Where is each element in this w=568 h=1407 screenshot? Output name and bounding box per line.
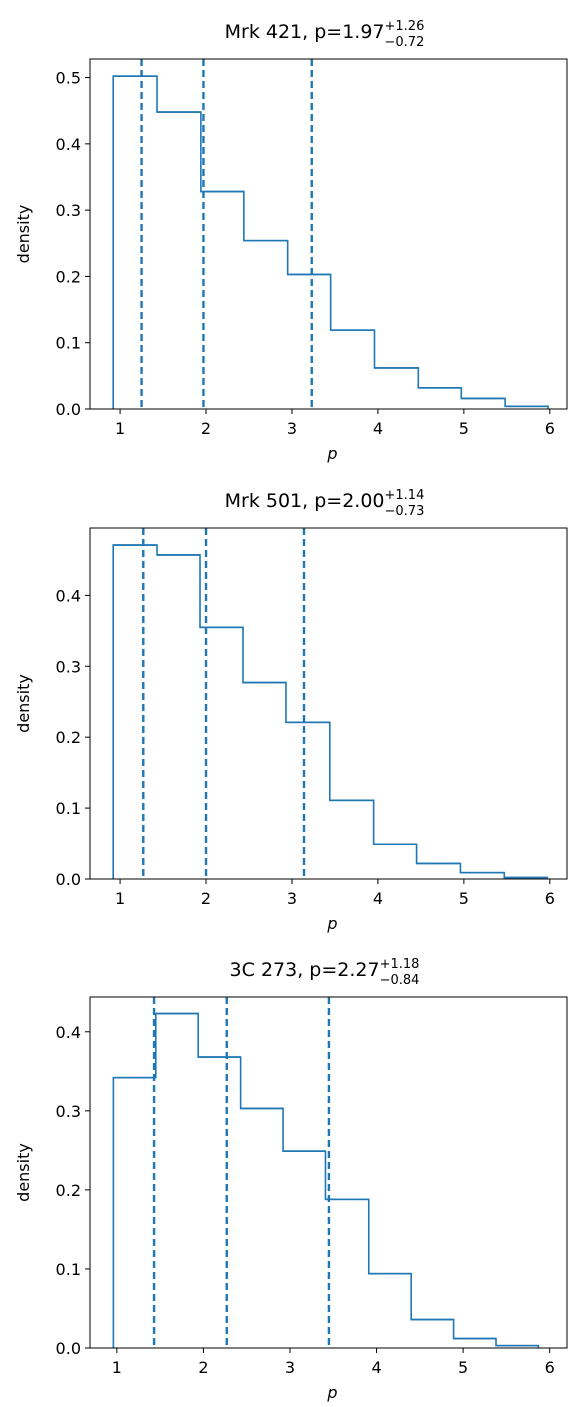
y-tick-label: 0.1 [56,799,81,818]
x-tick-label: 6 [545,1358,555,1377]
x-tick-label: 5 [458,1358,468,1377]
y-tick-label: 0.2 [56,1181,81,1200]
y-tick-label: 0.1 [56,1260,81,1279]
x-tick-label: 4 [373,419,383,438]
panel-1: 1 2 3 4 5 6 0.0 0.1 0.2 0.3 0.4 0.5 p density Mrk 421,… [14,19,568,463]
panel-3: 1 2 3 4 5 6 0.0 0.1 0.2 0.3 0.4 p density 3C 273, p=2… [14,957,568,1402]
y-tick-label: 0.3 [56,657,81,676]
chart-title: Mrk 501, p=2.00+1.14 −0.73 [225,488,425,519]
y-tick-label: 0.4 [56,586,81,605]
histogram-step-line [112,1012,540,1348]
x-tick-label: 6 [545,419,555,438]
title-upper-error: +1.18 [380,957,420,972]
y-axis-label: density [14,1143,33,1202]
title-prefix: Mrk 421, p= [225,21,343,43]
title-value: 1.97 [342,21,384,43]
y-tick-label: 0.0 [56,400,81,419]
y-axis-label: density [14,674,33,733]
x-tick-label: 5 [459,419,469,438]
x-tick-label: 5 [459,889,469,908]
x-tick-label: 4 [373,889,383,908]
x-tick-label: 1 [112,1358,122,1377]
x-tick-label: 2 [198,1358,208,1377]
x-tick-label: 3 [287,889,297,908]
axes-frame [89,996,568,1349]
x-tick-label: 3 [285,1358,295,1377]
title-upper-error: +1.26 [385,19,425,34]
y-tick-label: 0.0 [56,870,81,889]
chart-title: 3C 273, p=2.27+1.18 −0.84 [230,957,420,988]
y-tick-label: 0.4 [56,1023,81,1042]
x-axis-label: p [326,444,337,463]
y-tick-label: 0.3 [56,1102,81,1121]
y-tick-label: 0.2 [56,728,81,747]
x-tick-label: 2 [201,889,211,908]
y-tick-label: 0.1 [56,334,81,353]
title-prefix: Mrk 501, p= [225,490,343,512]
chart-title: Mrk 421, p=1.97+1.26 −0.72 [225,19,425,50]
x-axis-label: p [326,1383,337,1402]
axes-frame [89,58,568,410]
y-tick-label: 0.0 [56,1339,81,1358]
y-tick-label: 0.4 [56,135,81,154]
title-value: 2.00 [342,490,384,512]
title-lower-error: −0.73 [385,504,425,519]
x-tick-label: 2 [201,419,211,438]
x-axis-label: p [326,914,337,933]
y-tick-label: 0.2 [56,267,81,286]
y-axis-label: density [14,205,33,264]
x-tick-label: 1 [115,419,125,438]
x-tick-label: 1 [115,889,125,908]
x-tick-label: 4 [371,1358,381,1377]
x-tick-label: 3 [287,419,297,438]
title-prefix: 3C 273, p= [230,959,338,981]
x-tick-label: 6 [545,889,555,908]
title-value: 2.27 [337,959,379,981]
panel-2: 1 2 3 4 5 6 0.0 0.1 0.2 0.3 0.4 p density Mrk 501, p=… [14,488,568,933]
title-upper-error: +1.14 [385,488,425,503]
title-lower-error: −0.84 [380,973,420,988]
y-tick-label: 0.3 [56,201,81,220]
histogram-step-line [112,75,549,409]
title-lower-error: −0.72 [385,35,425,50]
axes-frame [89,527,568,880]
histogram-step-line [112,544,549,879]
y-tick-label: 0.5 [56,69,81,88]
